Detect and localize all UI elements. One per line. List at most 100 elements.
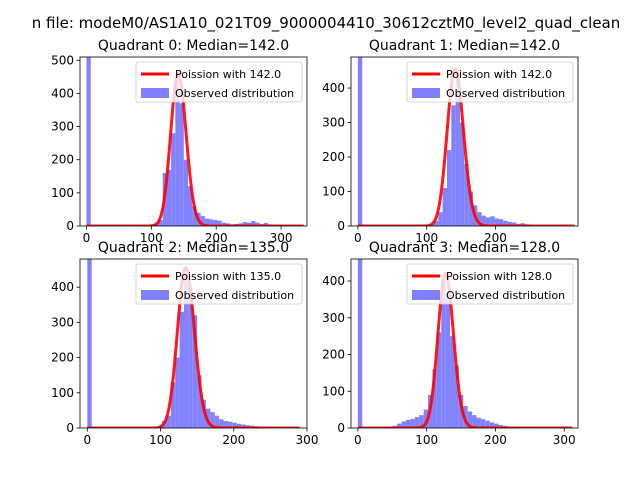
hist-bar (467, 411, 473, 428)
legend-label: Poission with 135.0 (175, 270, 281, 283)
subplot-0: 0 100 200 300 0 100 200 300 400 500 Quadrant 0: Me… (51, 38, 308, 245)
fit-curve (86, 266, 301, 428)
hist-bar (87, 259, 92, 428)
legend-label: Poission with 142.0 (175, 68, 281, 81)
hist-bar (451, 105, 456, 226)
subplot-title: Quadrant 1: Median=142.0 (369, 38, 560, 54)
hist-bar (494, 218, 499, 226)
y-tick-label: 0 (66, 421, 74, 435)
hist-bar (419, 415, 424, 428)
hist-bar (507, 221, 512, 226)
hist-bar (490, 216, 495, 226)
y-tick-label: 200 (322, 150, 345, 164)
x-tick-label: 300 (553, 433, 576, 447)
hist-bar (446, 150, 452, 226)
plot-area (86, 259, 301, 428)
legend: Poission with 142.0 Observed distribution (135, 61, 303, 103)
hist-bar (450, 336, 455, 428)
hist-bar (227, 421, 233, 428)
legend: Poission with 128.0 Observed distribution (406, 263, 574, 305)
hist-bar (410, 418, 415, 428)
legend-label: Observed distribution (446, 289, 565, 302)
fit-curve (85, 72, 305, 226)
y-tick-label: 0 (66, 219, 74, 233)
y-tick-label: 100 (51, 386, 74, 400)
figure-suptitle: n file: modeM0/AS1A10_021T09_9000004410_… (32, 14, 621, 33)
legend-label: Poission with 142.0 (446, 68, 552, 81)
hist-bar (455, 77, 460, 226)
legend-patch-swatch (412, 88, 440, 98)
hist-bar (357, 57, 363, 226)
hist-bar (210, 412, 215, 428)
hist-bar (171, 133, 176, 226)
x-tick-label: 100 (149, 433, 172, 447)
y-tick-label: 0 (337, 219, 345, 233)
subplot-title: Quadrant 3: Median=128.0 (369, 240, 560, 256)
plot-area (85, 57, 305, 226)
hist-bar (221, 222, 226, 226)
hist-bar (498, 219, 504, 226)
hist-bar (158, 220, 163, 226)
hist-bar (423, 409, 429, 428)
y-tick-label: 100 (322, 384, 345, 398)
hist-bar (192, 315, 198, 428)
legend-box (135, 61, 303, 103)
hist-bar (459, 122, 465, 226)
hist-bar (170, 382, 176, 428)
plot-area (357, 259, 574, 428)
x-tick-label: 200 (484, 231, 507, 245)
legend-box (406, 61, 574, 103)
plot-area (357, 57, 576, 226)
y-tick-label: 300 (51, 120, 74, 134)
legend-label: Observed distribution (175, 289, 294, 302)
hist-bar (183, 273, 189, 428)
legend-patch-swatch (412, 290, 440, 300)
hist-bar (179, 103, 184, 226)
x-tick-label: 200 (484, 433, 507, 447)
legend-label: Poission with 128.0 (446, 270, 552, 283)
hist-bar (445, 295, 451, 428)
y-tick-label: 200 (322, 348, 345, 362)
subplot-3: 0 100 200 300 0 100 200 300 400 Quadrant 3: Media… (322, 240, 579, 447)
y-tick-label: 500 (51, 53, 74, 67)
legend-box (406, 263, 574, 305)
y-tick-label: 200 (51, 351, 74, 365)
hist-bar (433, 220, 439, 226)
hist-bar (183, 159, 188, 226)
hist-bar (485, 420, 490, 428)
hist-bar (197, 375, 202, 428)
subplot-1: 0 100 200 0 100 200 300 400 Quadrant 1: Median=1… (322, 38, 579, 245)
hist-bar (454, 365, 459, 428)
hist-bar (401, 421, 407, 428)
x-tick-label: 200 (205, 231, 228, 245)
y-tick-label: 300 (322, 311, 345, 325)
y-tick-label: 300 (322, 116, 345, 130)
legend: Poission with 142.0 Observed distribution (406, 61, 574, 103)
legend: Poission with 135.0 Observed distribution (135, 263, 303, 305)
hist-bar (480, 419, 486, 428)
hist-bar (188, 287, 193, 428)
fit-curve (357, 67, 576, 226)
hist-bar (472, 415, 477, 428)
x-tick-label: 0 (354, 231, 362, 245)
hist-bar (166, 415, 171, 428)
y-tick-label: 100 (322, 185, 345, 199)
subplot-2: 0 100 200 300 0 100 200 300 400 Quadrant 2: Media… (51, 240, 318, 447)
x-tick-label: 200 (222, 433, 245, 447)
y-tick-label: 400 (51, 280, 74, 294)
axes-frame (79, 258, 308, 429)
legend-label: Observed distribution (175, 87, 294, 100)
subplot-title: Quadrant 2: Median=135.0 (98, 240, 289, 256)
fit-curve (357, 272, 574, 428)
hist-bar (511, 222, 517, 226)
hist-bar (357, 259, 363, 428)
legend-label: Observed distribution (446, 87, 565, 100)
hist-bar (219, 419, 224, 428)
hist-bar (397, 423, 402, 428)
hist-bar (489, 422, 495, 428)
hist-bar (432, 369, 437, 428)
hist-bar (232, 422, 237, 428)
hist-bar (476, 417, 481, 428)
subplot-title: Quadrant 0: Median=142.0 (98, 38, 289, 54)
